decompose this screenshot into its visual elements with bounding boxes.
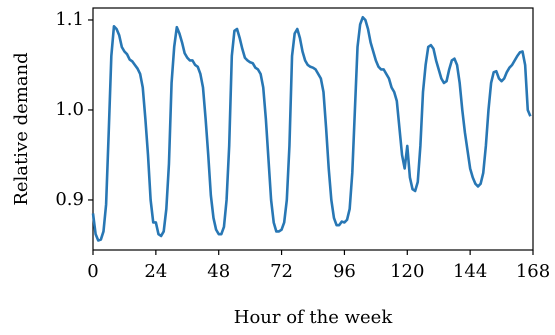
data-line — [91, 15, 532, 242]
x-axis-label: Hour of the week — [234, 307, 394, 328]
x-tick-label: 24 — [144, 261, 167, 282]
y-axis-label: Relative demand — [11, 52, 32, 205]
x-tick-label: 48 — [207, 261, 230, 282]
x-tick-label: 96 — [333, 261, 356, 282]
y-tick-label: 1.1 — [55, 9, 84, 30]
x-tick-label: 168 — [516, 261, 550, 282]
x-tick-label: 72 — [270, 261, 293, 282]
y-tick-label: 1.0 — [55, 99, 84, 120]
x-tick-label: 120 — [390, 261, 424, 282]
x-tick-label: 144 — [453, 261, 487, 282]
y-tick-label: 0.9 — [55, 189, 84, 210]
plot-frame — [92, 7, 534, 251]
x-tick-label: 0 — [87, 261, 98, 282]
